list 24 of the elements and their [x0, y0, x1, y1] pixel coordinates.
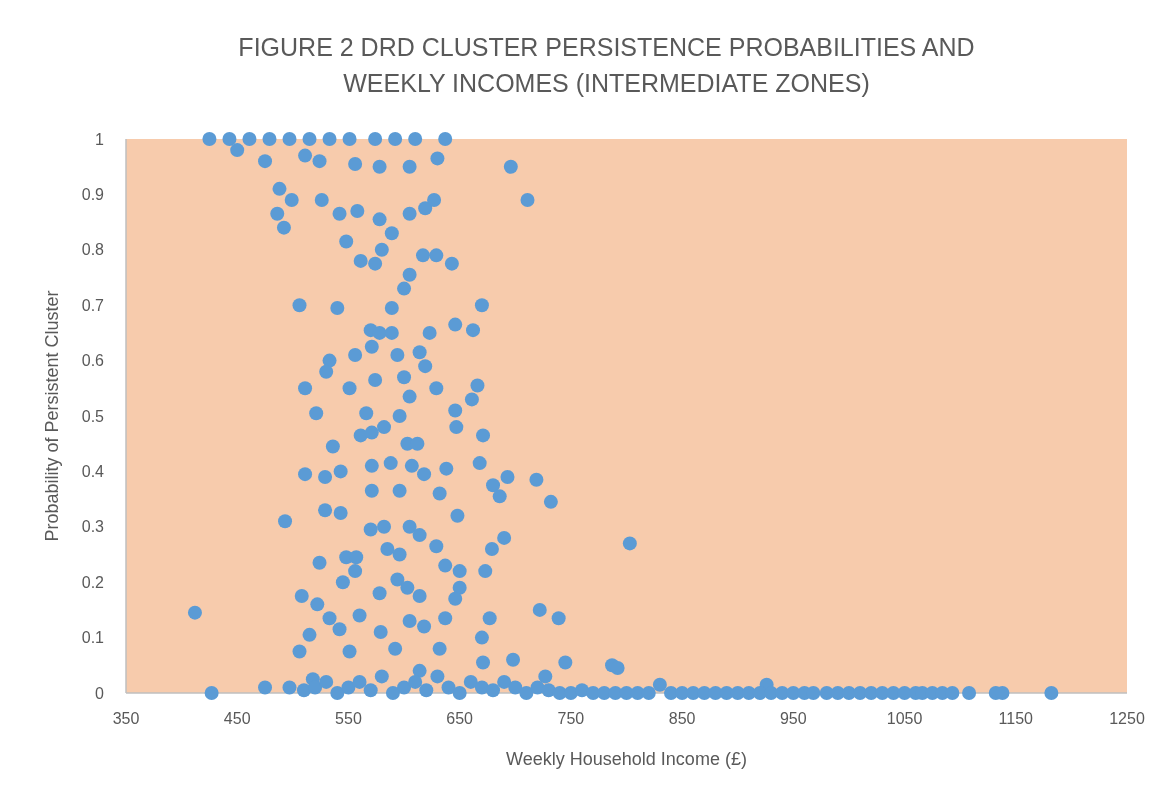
- y-tick-label: 0.4: [81, 463, 105, 480]
- y-tick-label: 0.8: [81, 241, 105, 259]
- y-tick-label: 0.2: [81, 573, 105, 591]
- x-tick-label: 850: [668, 710, 696, 727]
- x-tick-label: 650: [446, 710, 474, 727]
- x-tick-label: 750: [557, 710, 585, 727]
- x-tick-label: 450: [223, 710, 251, 727]
- x-tick-label: 950: [779, 710, 807, 727]
- x-tick-label: 1250: [1109, 710, 1145, 727]
- y-tick-label: 0.1: [81, 629, 105, 647]
- y-tick-label: 0.7: [81, 296, 105, 314]
- y-tick-label: 0.3: [81, 518, 105, 536]
- y-tick-label: 0.6: [81, 352, 105, 370]
- y-tick-label: 0.9: [81, 186, 105, 203]
- y-tick-label: 1: [95, 130, 105, 148]
- chart-title: FIGURE 2 DRD CLUSTER PERSISTENCE PROBABILITIES AND WEEKLY INCOMES (INTERMEDIATE ZONES): [238, 33, 975, 97]
- y-tick-label: 0: [95, 684, 105, 702]
- x-tick-label: 550: [335, 710, 362, 727]
- x-tick-label: 350: [112, 710, 140, 727]
- x-axis-title: Weekly Household Income (£): [506, 749, 747, 769]
- y-tick-label: 0.5: [81, 407, 105, 425]
- y-axis-title: Probability of Persistent Cluster: [42, 290, 62, 542]
- x-tick-label: 1150: [998, 710, 1034, 727]
- x-tick-label: 1050: [886, 710, 923, 727]
